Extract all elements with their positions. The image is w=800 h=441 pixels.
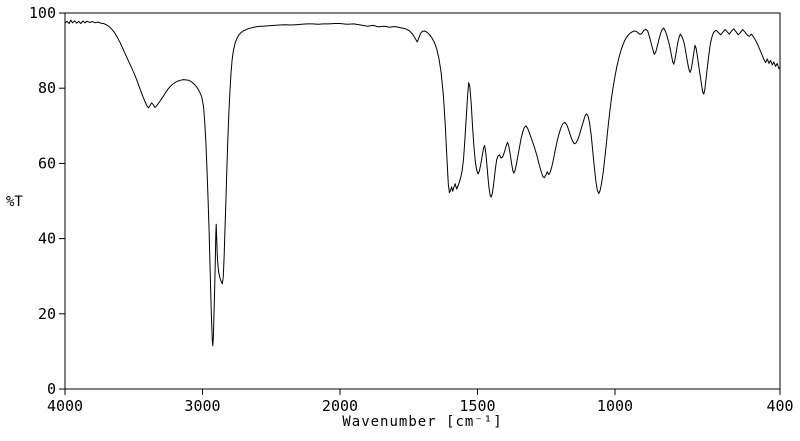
x-tick-label: 2000 bbox=[322, 397, 358, 415]
y-tick-label: 20 bbox=[38, 305, 56, 323]
y-tick-label: 40 bbox=[38, 230, 56, 248]
x-tick-label: 1500 bbox=[459, 397, 495, 415]
x-tick-label: 4000 bbox=[47, 397, 83, 415]
plot-frame bbox=[64, 12, 781, 390]
y-tick-label: 0 bbox=[47, 380, 56, 398]
y-tick-label: 60 bbox=[38, 154, 56, 172]
axis-ticks: 4000 3000 2000 1500 1000 400 100 80 60 40 20 0 bbox=[29, 4, 794, 415]
x-tick-label: 1000 bbox=[597, 397, 633, 415]
x-axis-label: Wavenumber [cm⁻¹] bbox=[342, 414, 503, 430]
x-tick-label: 3000 bbox=[184, 397, 220, 415]
y-axis-label: %T bbox=[6, 194, 23, 210]
y-tick-label: 80 bbox=[38, 79, 56, 97]
x-tick-label: 400 bbox=[766, 397, 793, 415]
y-tick-label: 100 bbox=[29, 4, 56, 22]
spectrum-trace bbox=[64, 19, 781, 347]
